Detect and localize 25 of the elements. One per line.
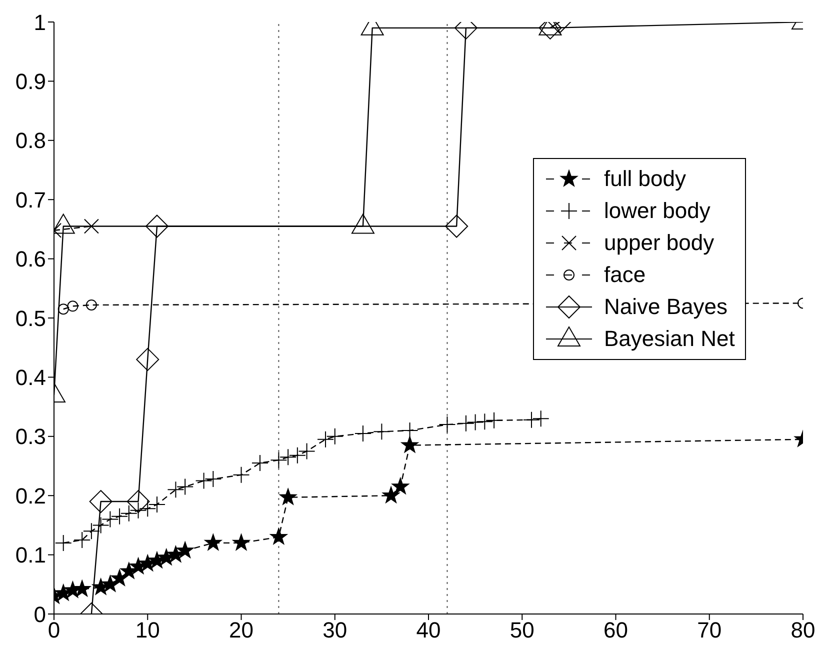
y-tick-label: 0 — [34, 602, 46, 627]
legend-label: lower body — [604, 198, 710, 224]
legend-label: Naive Bayes — [604, 294, 728, 320]
legend-label: Bayesian Net — [604, 326, 735, 352]
y-tick-label: 0.8 — [15, 128, 46, 154]
y-tick-label: 0.3 — [15, 424, 46, 450]
y-tick-label: 0.2 — [15, 483, 46, 508]
y-tick-label: 0.1 — [15, 542, 46, 568]
legend-label: face — [604, 262, 646, 288]
x-tick-label: 30 — [322, 618, 348, 643]
x-tick-label: 20 — [229, 618, 254, 643]
x-tick-label: 70 — [697, 618, 722, 643]
x-tick-label: 60 — [604, 618, 628, 643]
x-tick-label: 80 — [790, 618, 816, 643]
y-tick-label: 1 — [34, 10, 46, 35]
y-tick-label: 0.6 — [15, 246, 46, 272]
x-tick-label: 50 — [510, 618, 534, 643]
x-tick-label: 10 — [135, 618, 160, 643]
x-tick-label: 40 — [416, 618, 441, 643]
y-tick-label: 0.7 — [15, 187, 46, 212]
legend-label: upper body — [604, 230, 714, 256]
y-tick-label: 0.9 — [15, 69, 46, 94]
y-tick-label: 0.4 — [15, 365, 46, 390]
legend-label: full body — [604, 166, 686, 192]
y-tick-label: 0.5 — [15, 306, 46, 331]
